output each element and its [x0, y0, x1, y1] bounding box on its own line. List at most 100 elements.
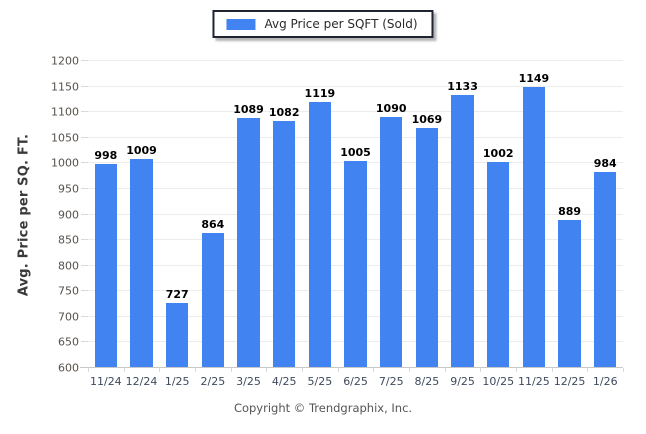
x-tick [195, 368, 196, 372]
x-axis-tick-labels: 11/24 12/24 1/25 2/25 3/25 4/25 5/25 6/25 7/25 8/… [88, 375, 623, 388]
bar-value-label: 1119 [304, 87, 336, 101]
y-tick [81, 60, 88, 61]
x-tick-label: 12/24 [125, 375, 158, 388]
x-tick-label: 3/25 [236, 375, 261, 388]
bar-value-label: 1002 [482, 147, 514, 161]
bar [558, 220, 581, 368]
bar-slot: 1149 [516, 61, 552, 368]
y-tick [81, 85, 88, 87]
legend-swatch [226, 18, 256, 30]
y-tick-label: 1150 [51, 80, 79, 94]
y-tick-label: 850 [58, 233, 79, 247]
x-tick [123, 368, 125, 372]
x-axis-ticks [80, 368, 624, 372]
bar [522, 87, 546, 368]
x-axis-line [80, 367, 623, 368]
y-tick [81, 162, 88, 164]
bar [451, 95, 474, 368]
legend-label: Avg Price per SQFT (Sold) [264, 17, 418, 31]
bar [415, 128, 439, 368]
bar-slot: 889 [552, 61, 588, 368]
y-tick-label: 1050 [51, 131, 79, 145]
bar [344, 160, 367, 368]
copyright-text: Copyright © Trendgraphix, Inc. [233, 401, 413, 415]
x-tick-label: 9/25 [450, 375, 475, 388]
x-tick [587, 368, 589, 372]
bar [201, 232, 225, 368]
y-tick [81, 239, 88, 241]
x-tick-label: 4/25 [271, 375, 297, 388]
bar [486, 162, 510, 368]
bar [130, 158, 153, 368]
bar-value-label: 1069 [411, 113, 443, 127]
gridline [88, 85, 623, 87]
y-tick-label: 650 [58, 335, 79, 349]
bar [165, 303, 189, 368]
legend: Avg Price per SQFT (Sold) [212, 10, 434, 38]
y-axis-ticks [81, 60, 88, 368]
bar [237, 117, 260, 368]
bar [272, 121, 296, 368]
x-tick [444, 368, 446, 372]
x-tick [373, 368, 375, 372]
x-tick [516, 368, 517, 372]
bar [94, 164, 118, 368]
x-tick-label: 6/25 [343, 375, 368, 388]
x-tick-label: 1/25 [164, 375, 190, 388]
x-tick [623, 368, 624, 372]
x-tick-label: 10/25 [482, 375, 515, 388]
bar-slot: 864 [195, 61, 231, 368]
bar-value-label: 984 [593, 156, 617, 170]
y-tick [81, 187, 88, 189]
bar-series: 998 1009 727 864 1089 1082 1119 1005 1090 1069 113… [88, 61, 623, 368]
x-tick-label: 12/25 [553, 375, 586, 388]
y-axis-title: Avg. Price per SQ. FT. [16, 133, 32, 296]
gridline [88, 60, 623, 61]
bar-value-label: 1089 [233, 102, 264, 116]
bar-value-label: 864 [201, 217, 225, 231]
y-tick-label: 950 [58, 182, 79, 196]
y-tick-label: 700 [58, 310, 79, 324]
x-tick [480, 368, 482, 372]
bar-value-label: 727 [165, 288, 189, 302]
y-tick [81, 315, 88, 317]
y-tick-label: 900 [58, 208, 79, 221]
y-tick-label: 1000 [51, 156, 79, 170]
bar-slot: 998 [88, 61, 124, 368]
x-tick-label: 11/25 [518, 375, 550, 388]
bar-slot: 727 [159, 61, 195, 368]
y-tick [81, 290, 88, 292]
bar-value-label: 1090 [375, 102, 407, 116]
x-tick [88, 368, 89, 372]
bar-value-label: 998 [94, 149, 118, 163]
bar [379, 117, 403, 368]
x-tick [409, 368, 410, 372]
bar [308, 102, 332, 368]
x-tick [337, 368, 339, 372]
bar-slot: 1089 [231, 61, 267, 368]
bar-slot: 984 [587, 61, 623, 368]
y-axis-tick-labels: 600 650 700 750 800 850 900 950 1000 1050 1100 1150… [45, 55, 79, 375]
bar-slot: 1002 [480, 61, 516, 368]
bar-value-label: 1133 [447, 80, 478, 94]
bar-slot: 1009 [124, 61, 160, 368]
y-tick-label: 750 [58, 284, 79, 298]
x-tick-label: 8/25 [414, 375, 440, 388]
x-tick [230, 368, 232, 372]
y-tick [81, 264, 88, 266]
bar [594, 171, 617, 368]
bar-slot: 1119 [302, 61, 338, 368]
bar-value-label: 889 [558, 205, 582, 219]
y-tick [81, 111, 88, 113]
x-tick-label: 1/26 [592, 375, 618, 388]
y-tick-label: 600 [58, 361, 79, 375]
bar-slot: 1005 [338, 61, 374, 368]
x-tick-label: 5/25 [307, 375, 333, 388]
bar-value-label: 1009 [126, 143, 157, 157]
plot-area: 600 650 700 750 800 850 900 950 1000 1050 1100 1150… [17, 55, 624, 388]
x-tick [551, 368, 553, 372]
x-tick [302, 368, 303, 372]
y-tick-label: 1200 [51, 54, 79, 68]
bar-value-label: 1149 [518, 72, 550, 86]
